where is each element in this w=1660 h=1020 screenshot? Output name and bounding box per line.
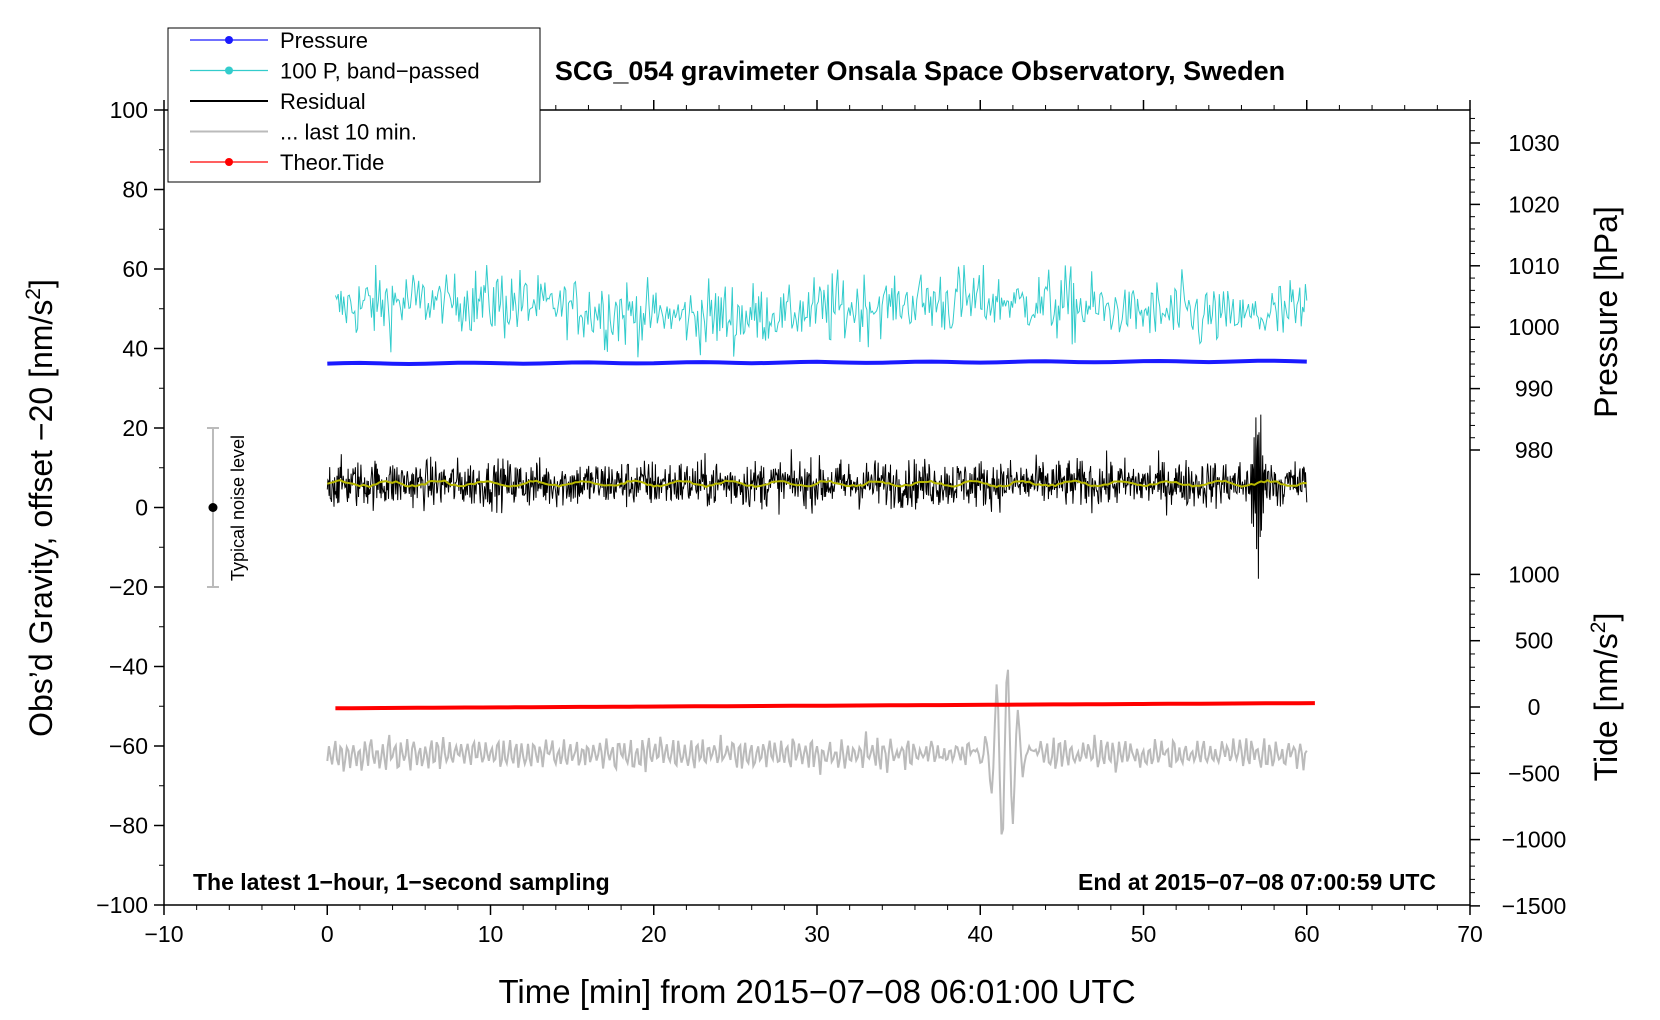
series-theoretical-tide: [335, 701, 1315, 711]
tide-tick-label: −1000: [1502, 827, 1567, 853]
tide-axis-label-sup: 2: [1587, 622, 1610, 634]
tide-tick-label: −1500: [1502, 893, 1567, 919]
tide-tick-label: −500: [1508, 760, 1560, 786]
y-tick-label: 80: [122, 177, 148, 203]
left-y-axis: −100 −80 −60 −40 −20 0 20 40 60 80 100: [96, 97, 164, 918]
end-time-note: End at 2015−07−08 07:00:59 UTC: [1078, 869, 1436, 895]
x-axis-label: Time [min] from 2015−07−08 06:01:00 UTC: [498, 973, 1135, 1010]
pressure-axis-label: Pressure [hPa]: [1588, 206, 1624, 418]
series-residual: [326, 414, 1308, 579]
x-tick-label: 30: [804, 921, 830, 947]
noise-bar-dot: [208, 503, 218, 512]
left-axis-label-end: ]: [23, 279, 59, 288]
tide-tick-label: 0: [1528, 694, 1541, 720]
x-tick-label: −10: [144, 921, 183, 947]
y-tick-label: 20: [122, 415, 148, 441]
y-tick-label: 60: [122, 256, 148, 282]
noise-level-indicator: [206, 427, 219, 588]
tide-axis: −1500 −1000 −500 0 500 1000: [1470, 561, 1566, 919]
tide-tick-label: 500: [1515, 628, 1553, 654]
y-tick-label: −60: [109, 733, 148, 759]
sampling-note: The latest 1−hour, 1−second sampling: [193, 869, 610, 895]
pressure-tick-label: 1030: [1508, 130, 1559, 156]
legend-marker: [225, 158, 233, 166]
tide-axis-label-end: ]: [1588, 613, 1624, 622]
x-tick-label: 0: [321, 921, 334, 947]
x-axis: −10 0 10 20 30 40 50 60 70: [144, 905, 1483, 947]
series-layer: [326, 264, 1315, 835]
legend-label: ... last 10 min.: [280, 120, 417, 145]
x-tick-label: 70: [1457, 921, 1483, 947]
chart-title: SCG_054 gravimeter Onsala Space Observat…: [555, 56, 1285, 86]
series-bandpassed-pressure: [334, 264, 1308, 358]
pressure-tick-label: 990: [1515, 376, 1553, 402]
y-tick-label: 0: [135, 495, 148, 521]
tide-axis-label-main: Tide [nm/s: [1588, 633, 1624, 781]
legend-box: [167, 27, 541, 183]
legend: Pressure 100 P, band−passed Residual ... la…: [167, 27, 541, 183]
y-tick-label: −20: [109, 574, 148, 600]
y-tick-label: −40: [109, 654, 148, 680]
x-tick-label: 50: [1131, 921, 1157, 947]
legend-marker: [225, 66, 233, 75]
left-axis-label-main: Obs’d Gravity, offset −20 [nm/s: [23, 300, 59, 737]
series-last-10-min: [326, 669, 1308, 835]
pressure-tick-label: 980: [1515, 437, 1553, 463]
x-tick-label: 60: [1294, 921, 1320, 947]
legend-label: Theor.Tide: [280, 150, 384, 175]
x-tick-label: 20: [641, 921, 667, 947]
pressure-tick-label: 1010: [1508, 253, 1559, 279]
series-pressure: [327, 358, 1307, 367]
y-tick-label: −100: [96, 892, 148, 918]
y-tick-label: 100: [110, 97, 148, 123]
left-axis-label-sup: 2: [22, 288, 45, 300]
legend-label: Pressure: [280, 28, 368, 53]
pressure-tick-label: 1000: [1508, 314, 1559, 340]
x-tick-label: 10: [478, 921, 504, 947]
y-tick-label: −80: [109, 813, 148, 839]
tide-tick-label: 1000: [1508, 561, 1559, 587]
legend-marker: [225, 36, 233, 44]
legend-label: Residual: [280, 89, 366, 114]
noise-level-label: Typical noise level: [228, 435, 248, 581]
x-tick-label: 40: [967, 921, 993, 947]
tide-axis-label: Tide [nm/s2]: [1587, 613, 1624, 782]
y-tick-label: 40: [122, 336, 148, 362]
series-residual-smoothed: [327, 479, 1307, 489]
pressure-tick-label: 1020: [1508, 191, 1559, 217]
legend-label: 100 P, band−passed: [280, 59, 480, 84]
pressure-axis: 980 990 1000 1010 1020 1030: [1470, 117, 1560, 463]
left-axis-label: Obs’d Gravity, offset −20 [nm/s2]: [22, 279, 59, 737]
